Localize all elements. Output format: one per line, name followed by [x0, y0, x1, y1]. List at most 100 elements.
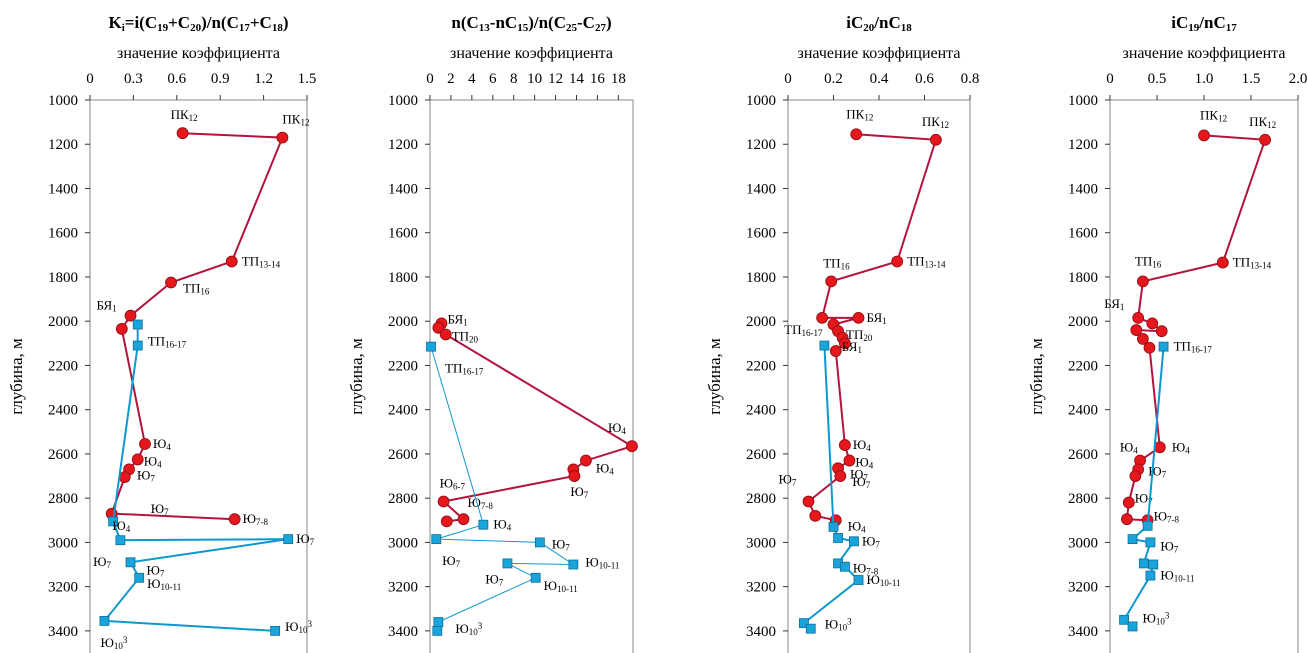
data-point-circle: [850, 128, 863, 141]
y-tick-label: 1000: [1068, 93, 1098, 109]
y-tick-label: 2200: [388, 358, 418, 374]
data-label: Ю4: [493, 517, 511, 533]
y-tick-label: 2400: [1068, 403, 1098, 419]
y-axis-label: глубина, м: [1027, 338, 1046, 415]
data-label: ПК12: [922, 114, 949, 130]
data-point-circle: [1137, 275, 1149, 288]
y-tick-label: 3000: [388, 535, 418, 551]
data-point-circle: [165, 276, 177, 289]
x-tick-label: 0.9: [211, 71, 230, 87]
y-tick-label: 1400: [48, 181, 78, 197]
data-label: ПК12: [171, 107, 198, 123]
data-point-circle: [626, 440, 638, 453]
series-line-blue: [102, 324, 289, 632]
data-point-circle: [115, 323, 128, 335]
series-line-red: [437, 322, 635, 523]
x-tick-label: 14: [569, 71, 585, 87]
data-point-circle: [1146, 317, 1159, 330]
data-label: ТП13-14: [907, 253, 946, 269]
data-point-square: [115, 535, 126, 546]
y-tick-label: 2000: [1068, 314, 1098, 330]
data-point-circle: [118, 471, 131, 484]
data-point-circle: [1121, 513, 1133, 526]
data-label: ТП20: [846, 327, 873, 343]
x-tick-label: 0.6: [167, 71, 186, 87]
x-tick-label: 0.8: [961, 71, 980, 87]
data-point-square: [1145, 537, 1156, 548]
y-tick-label: 1200: [1068, 137, 1098, 153]
data-label: Ю4: [608, 420, 626, 436]
y-tick-label: 3400: [48, 624, 78, 640]
data-label: Ю4: [596, 461, 614, 477]
chart-title: iC20/nC18: [846, 13, 912, 34]
x-tick-label: 4: [468, 71, 476, 87]
y-tick-label: 1000: [388, 93, 418, 109]
data-point-circle: [225, 255, 238, 268]
y-tick-label: 3000: [48, 535, 78, 551]
x-tick-label: 0.6: [915, 71, 934, 87]
data-label: Ю7: [552, 536, 570, 552]
data-point-circle: [816, 311, 829, 324]
data-point-square: [828, 522, 839, 532]
data-label: Ю10-11: [544, 578, 578, 594]
data-label: БЯ1: [867, 310, 887, 326]
data-point-circle: [457, 513, 470, 526]
y-tick-label: 3200: [48, 580, 78, 596]
y-tick-label: 2000: [746, 314, 776, 330]
x-tick-label: 8: [510, 71, 518, 87]
data-point-circle: [440, 515, 453, 528]
data-label: Ю7-8: [467, 495, 493, 511]
data-label: Ю103: [100, 635, 127, 651]
data-point-circle: [432, 321, 445, 334]
data-label: Ю7: [442, 553, 460, 569]
data-label: ТП13-14: [1233, 255, 1272, 271]
x-tick-label: 0.5: [1148, 71, 1167, 87]
data-label: Ю6-7: [440, 475, 466, 491]
data-point-square: [132, 340, 143, 351]
data-point-square: [283, 534, 294, 544]
data-point-square: [799, 618, 809, 629]
data-point-circle: [228, 513, 241, 526]
data-label: ТП16-17: [1174, 339, 1213, 355]
data-point-circle: [276, 131, 289, 144]
x-tick-label: 16: [590, 71, 606, 87]
data-point-square: [833, 533, 843, 543]
data-label: ПК12: [282, 112, 309, 128]
data-label: Ю103: [1143, 610, 1170, 626]
plot-frame: [429, 99, 634, 653]
data-label: Ю7: [93, 554, 111, 570]
y-tick-label: 3400: [388, 624, 418, 640]
y-tick-label: 1800: [1068, 270, 1098, 286]
data-point-circle: [568, 470, 581, 482]
y-tick-label: 1400: [388, 181, 418, 197]
data-point-circle: [1155, 325, 1168, 338]
y-axis-label: глубина, м: [347, 338, 366, 415]
data-point-circle: [439, 328, 452, 341]
data-label: ТП16-17: [784, 322, 823, 338]
data-label: Ю7: [1160, 538, 1178, 554]
data-label: Ю7-8: [243, 511, 269, 527]
x-tick-label: 1.5: [1242, 71, 1261, 87]
y-tick-label: 1800: [48, 270, 78, 286]
x-tick-label: 10: [527, 71, 542, 87]
y-tick-label: 1600: [1068, 226, 1098, 242]
x-tick-label: 2: [447, 71, 455, 87]
chart-title: iC19/nC17: [1171, 13, 1237, 34]
data-point-circle: [1129, 470, 1142, 482]
data-point-circle: [176, 127, 189, 140]
plot-frame: [89, 99, 308, 653]
data-label: Ю7: [862, 533, 880, 549]
data-point-circle: [1132, 311, 1145, 324]
data-point-circle: [829, 345, 842, 357]
data-label: Ю103: [285, 619, 312, 635]
data-point-square: [1142, 520, 1153, 531]
plot-frame: [1109, 99, 1299, 653]
y-tick-label: 2800: [1068, 491, 1098, 507]
data-point-square: [1138, 558, 1149, 569]
data-point-square: [1158, 341, 1169, 352]
x-tick-label: 2.0: [1289, 71, 1308, 87]
data-label: Ю7: [850, 466, 868, 482]
data-point-circle: [838, 439, 851, 451]
x-axis-label: значение коэффициента: [117, 45, 280, 62]
